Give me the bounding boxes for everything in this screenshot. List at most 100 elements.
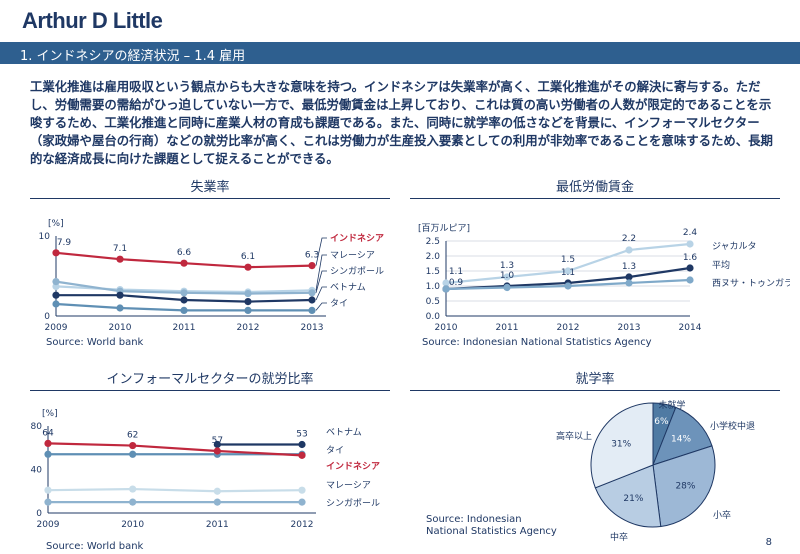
data-label: 1.1 [561, 268, 575, 278]
data-point [213, 498, 221, 506]
data-label: 1.5 [561, 255, 575, 265]
y-tick-label: 0 [36, 509, 42, 519]
pie-slice [652, 445, 716, 528]
data-label: 57 [212, 436, 223, 446]
x-tick-label: 2014 [679, 323, 702, 333]
unemployment-title: 失業率 [190, 180, 230, 195]
data-point [686, 240, 694, 248]
data-point [52, 249, 60, 257]
header-bar: Arthur D Little [0, 0, 800, 42]
data-point [244, 298, 252, 306]
data-label: 64 [42, 428, 54, 438]
data-point [564, 267, 572, 275]
data-label: 1.3 [622, 262, 636, 272]
y-tick-label: 80 [31, 422, 43, 432]
data-point [564, 282, 572, 290]
x-tick-label: 2012 [291, 520, 314, 530]
legend-label: インドネシア [326, 461, 380, 472]
data-point [244, 290, 252, 298]
data-point [116, 304, 124, 312]
data-label: 7.9 [57, 238, 72, 248]
informal-source: Source: World bank [46, 541, 144, 552]
data-point [213, 487, 221, 495]
data-point [442, 285, 450, 293]
data-point [308, 296, 316, 304]
data-label: 2.2 [622, 234, 636, 244]
x-tick-label: 2010 [435, 323, 458, 333]
y-unit-label: [百万ルピア] [418, 223, 470, 234]
page-number: 8 [765, 537, 772, 548]
x-tick-label: 2010 [109, 323, 132, 333]
legend-label: シンガポール [330, 266, 384, 277]
data-point [44, 450, 52, 458]
data-point [129, 498, 137, 506]
pie-percent-label: 28% [675, 482, 695, 492]
data-label: 6.3 [305, 251, 319, 261]
x-tick-label: 2009 [45, 323, 68, 333]
data-point [129, 485, 137, 493]
legend-label: タイ [330, 298, 348, 309]
series-line [47, 442, 303, 457]
minwage-divider [410, 198, 780, 199]
data-point [625, 246, 633, 254]
enrollment-source-line2: National Statistics Agency [426, 526, 557, 537]
data-point [503, 283, 511, 292]
data-label: 6.6 [177, 248, 192, 258]
pie-category-label: 小学校中退 [710, 420, 755, 432]
company-logo: Arthur D Little [22, 8, 163, 33]
x-tick-label: 2012 [237, 323, 260, 333]
y-tick-label: 1.0 [426, 282, 441, 292]
data-point [44, 439, 52, 447]
unemployment-divider [30, 198, 390, 199]
pie-percent-label: 14% [671, 435, 691, 445]
data-point [213, 440, 221, 449]
legend-label: ジャカルタ [712, 241, 757, 252]
minwage-title: 最低労働賃金 [555, 180, 634, 195]
enrollment-source-line1: Source: Indonesian [426, 514, 522, 525]
data-point [625, 279, 633, 287]
legend-label: シンガポール [326, 498, 380, 509]
legend-label: タイ [326, 445, 344, 456]
data-point [116, 291, 124, 299]
x-tick-label: 2011 [206, 520, 229, 530]
data-label: 6.1 [241, 252, 255, 262]
pie-slice [590, 402, 654, 489]
pie-category-label: 高卒以上 [556, 430, 592, 442]
legend-label: 平均 [712, 259, 730, 271]
x-tick-label: 2013 [618, 323, 641, 333]
data-point [298, 498, 306, 506]
data-point [442, 279, 450, 287]
data-label: 53 [296, 429, 307, 439]
data-point [308, 289, 316, 297]
enrollment-pie-chart: 6% 未就学 14% 小学校中退 28% 小卒 21% 中卒 31% 高卒以上 [556, 399, 755, 542]
data-label: 2.4 [683, 228, 698, 238]
legend-label: マレーシア [326, 481, 371, 491]
data-point [129, 450, 137, 458]
enrollment-source: Source: Indonesian National Statistics A… [426, 514, 557, 538]
intro-paragraph: 工業化推進は雇用吸収という観点からも大きな意味を持つ。インドネシアは失業率が高く… [30, 79, 773, 166]
data-point [503, 273, 511, 281]
data-point [308, 262, 316, 270]
data-point [244, 263, 252, 271]
y-tick-label: 0.0 [426, 312, 441, 322]
pie-slice [594, 464, 662, 528]
x-tick-label: 2011 [496, 323, 519, 333]
data-point [298, 440, 306, 449]
data-label: 1.3 [500, 261, 514, 271]
legend-label: マレーシア [330, 251, 375, 261]
x-tick-label: 2010 [121, 520, 144, 530]
data-point [180, 289, 188, 297]
data-point [298, 451, 306, 459]
data-label: 1.6 [683, 253, 698, 263]
data-point [686, 276, 694, 284]
legend-label: インドネシア [330, 233, 384, 244]
x-tick-label: 2009 [37, 520, 60, 530]
data-point [44, 486, 52, 494]
pie-percent-label: 6% [654, 417, 669, 427]
data-label: 62 [127, 431, 138, 441]
y-tick-label: 2.5 [426, 237, 440, 247]
data-label: 7.1 [113, 244, 127, 254]
x-tick-label: 2011 [173, 323, 196, 333]
legend-leader [315, 237, 327, 266]
